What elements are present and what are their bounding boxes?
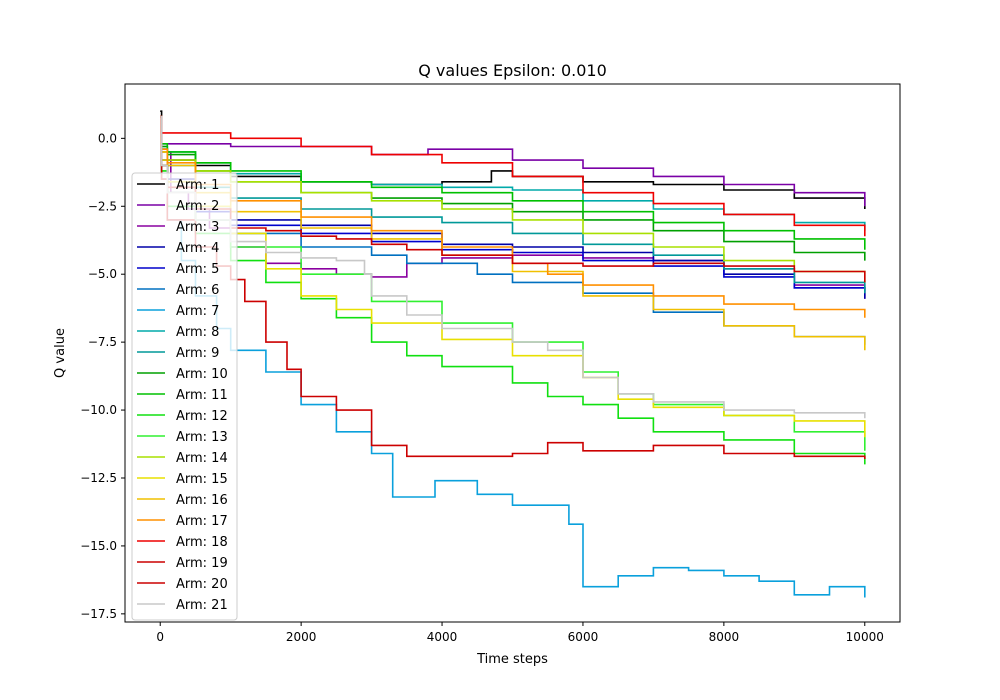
chart-title: Q values Epsilon: 0.010 xyxy=(418,61,607,80)
legend-label-arm-21: Arm: 21 xyxy=(176,598,228,613)
legend-label-arm-7: Arm: 7 xyxy=(176,304,219,319)
y-tick-label: −5.0 xyxy=(88,267,117,281)
series-line-arm-18 xyxy=(160,115,866,237)
x-tick-label: 0 xyxy=(156,630,164,644)
legend-label-arm-17: Arm: 17 xyxy=(176,514,228,529)
series-line-arm-17 xyxy=(160,115,866,318)
legend-label-arm-3: Arm: 3 xyxy=(176,220,219,235)
y-tick-label: −12.5 xyxy=(80,471,117,485)
legend-box xyxy=(131,172,238,621)
y-tick-label: −7.5 xyxy=(88,335,117,349)
series-line-arm-11 xyxy=(160,115,866,250)
y-tick-label: −17.5 xyxy=(80,607,117,621)
legend-label-arm-18: Arm: 18 xyxy=(176,535,228,550)
legend-label-arm-4: Arm: 4 xyxy=(176,241,219,256)
y-axis: 0.0 −2.5 −5.0 −7.5 −10.0 −12.5 −15.0 −17.5 xyxy=(80,131,125,621)
legend-label-arm-10: Arm: 10 xyxy=(176,367,228,382)
axes-frame xyxy=(124,83,901,623)
x-tick-label: 2000 xyxy=(286,630,317,644)
x-axis: 0 2000 4000 6000 8000 10000 xyxy=(156,622,884,644)
legend-label-arm-9: Arm: 9 xyxy=(176,346,219,361)
legend-label-arm-2: Arm: 2 xyxy=(176,199,219,214)
legend-label-arm-11: Arm: 11 xyxy=(176,388,228,403)
legend-label-arm-8: Arm: 8 xyxy=(176,325,219,340)
legend-label-arm-19: Arm: 19 xyxy=(176,556,228,571)
legend-label-arm-20: Arm: 20 xyxy=(176,577,228,592)
legend: Arm: 1 Arm: 2 Arm: 3 Arm: 4 Arm: 5 Arm: 6 Arm:… xyxy=(131,172,238,621)
y-tick-label: −2.5 xyxy=(88,199,117,213)
y-axis-label: Q value xyxy=(53,328,68,378)
series-line-arm-10 xyxy=(160,115,866,261)
legend-label-arm-16: Arm: 16 xyxy=(176,493,228,508)
x-tick-label: 8000 xyxy=(709,630,740,644)
series-line-arm-2 xyxy=(160,115,866,207)
legend-label-arm-5: Arm: 5 xyxy=(176,262,219,277)
x-tick-label: 4000 xyxy=(427,630,458,644)
x-tick-label: 10000 xyxy=(846,630,884,644)
legend-label-arm-14: Arm: 14 xyxy=(176,451,228,466)
x-tick-label: 6000 xyxy=(568,630,599,644)
y-tick-label: −10.0 xyxy=(80,403,117,417)
y-tick-label: −15.0 xyxy=(80,539,117,553)
legend-label-arm-15: Arm: 15 xyxy=(176,472,228,487)
legend-label-arm-1: Arm: 1 xyxy=(176,178,219,193)
x-axis-label: Time steps xyxy=(476,652,548,667)
legend-label-arm-6: Arm: 6 xyxy=(176,283,219,298)
legend-label-arm-13: Arm: 13 xyxy=(176,430,228,445)
legend-label-arm-12: Arm: 12 xyxy=(176,409,228,424)
series-line-arm-14 xyxy=(160,115,866,283)
y-tick-label: 0.0 xyxy=(98,131,117,145)
